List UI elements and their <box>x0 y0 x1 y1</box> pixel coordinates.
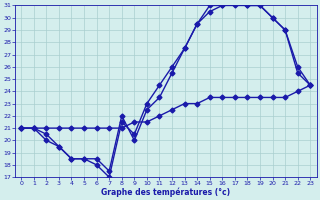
X-axis label: Graphe des températures (°c): Graphe des températures (°c) <box>101 187 230 197</box>
